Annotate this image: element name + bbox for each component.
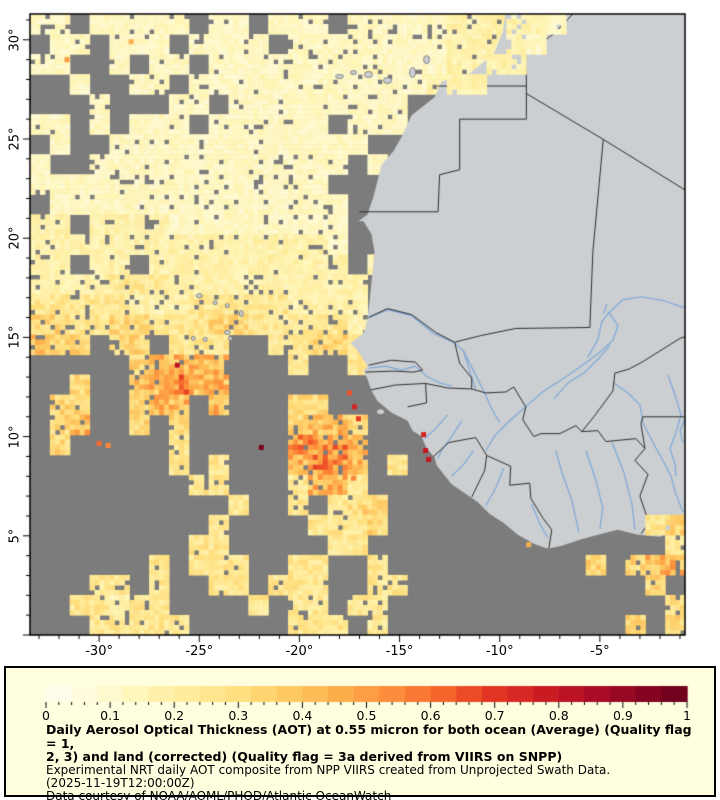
y-tick-label: 30° [7,28,23,52]
colorbar-tick-label: 0.8 [548,708,569,723]
colorbar-tick-label: 1 [683,708,691,723]
colorbar-tick-label: 0.5 [356,708,377,723]
caption-subtitle: Experimental NRT daily AOT composite fro… [46,762,611,777]
colorbar-tick-label: 0.2 [164,708,185,723]
x-tick-label: -25° [185,644,214,659]
x-tick-label: -30° [85,644,113,659]
x-tick-label: -5° [590,644,610,659]
caption-timestamp: (2025-11-19T12:00:00Z) [46,775,195,790]
x-tick-label: -10° [485,644,514,659]
colorbar-tick-label: 0.4 [292,708,313,723]
y-tick-label: 15° [7,325,23,349]
colorbar-canvas [6,668,714,714]
colorbar-tick-label: 0.3 [228,708,249,723]
colorbar-tick-label: 0.7 [484,708,505,723]
colorbar-tick-label: 0.9 [612,708,633,723]
y-tick-label: 5° [7,528,23,544]
y-tick-label: 25° [7,127,23,151]
y-tick-label: 20° [7,226,23,250]
caption-credit: Data courtesy of NOAA/AOML/PHOD/Atlantic… [46,788,392,800]
colorbar-tick-label: 0.6 [420,708,441,723]
caption-block: Daily Aerosol Optical Thickness (AOT) at… [46,723,696,800]
x-tick-label: -15° [385,644,414,659]
x-tick-label: -20° [285,644,314,659]
legend-panel: 0 0.1 0.2 0.3 0.4 0.5 0.6 0.7 0.8 0.9 1 Daily Aero… [4,666,716,800]
colorbar-tick-label: 0 [42,708,50,723]
caption-title-line2: 2, 3) and land (corrected) (Quality flag… [46,749,563,764]
map-plot-area [0,0,720,662]
colorbar-tick-label: 0.1 [100,708,121,723]
caption-title-line1: Daily Aerosol Optical Thickness (AOT) at… [46,722,692,751]
y-tick-label: 10° [7,425,23,449]
